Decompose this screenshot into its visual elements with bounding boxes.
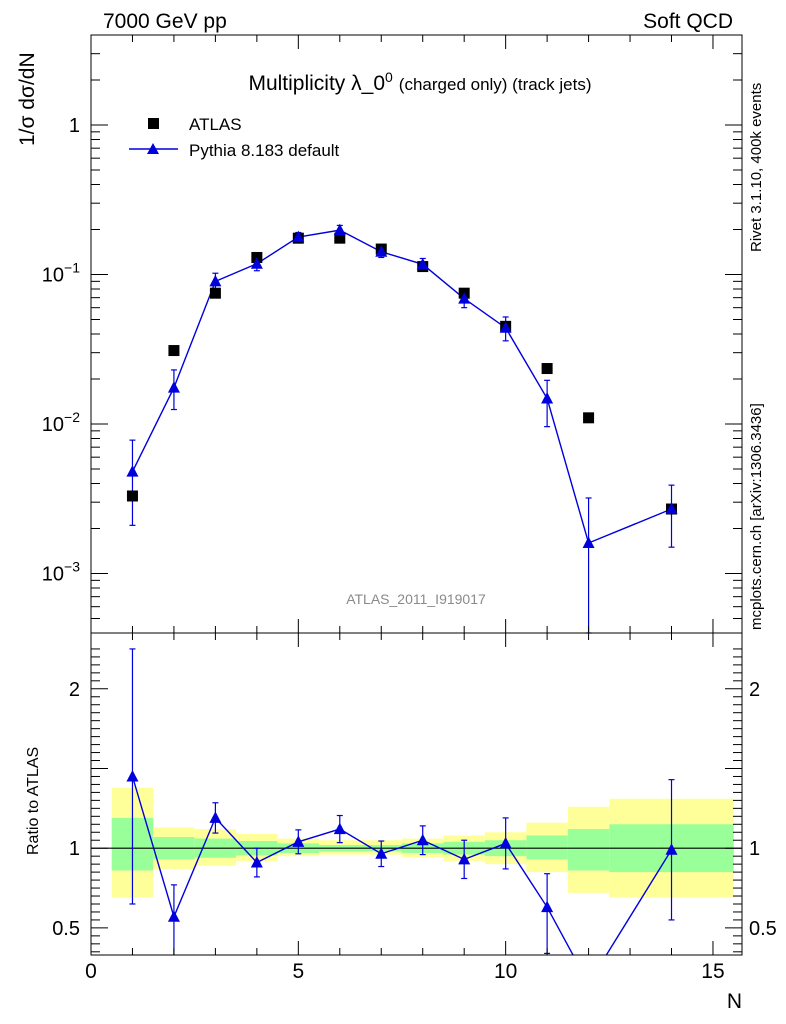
pythia-point	[292, 230, 305, 243]
ratio-point	[250, 856, 263, 868]
main-y-tick-label: 10−3	[42, 559, 80, 586]
x-tick-label: 5	[292, 960, 304, 983]
pythia-point	[665, 502, 678, 515]
pythia-point	[333, 223, 346, 236]
legend-label-atlas: ATLAS	[189, 115, 242, 134]
ratio-point	[209, 811, 222, 823]
ratio-point	[416, 833, 429, 846]
atlas-point	[334, 232, 346, 244]
main-y-tick-label: 1	[69, 115, 80, 137]
pythia-point	[541, 392, 554, 404]
ratio-y-tick-label: 0.5	[52, 918, 80, 940]
atlas-point	[209, 287, 221, 299]
main-y-axis-label: 1/σ dσ/dN	[16, 52, 39, 146]
ratio-point	[126, 769, 139, 782]
main-plot-area	[126, 223, 678, 634]
pythia-point	[582, 536, 595, 548]
uncertainty-band-inner	[567, 829, 610, 871]
main-title-text: Multiplicity λ_0	[248, 72, 385, 95]
atlas-point	[168, 345, 180, 357]
x-tick-label: 0	[85, 960, 97, 983]
uncertainty-band-inner	[526, 835, 568, 860]
ratio-point	[499, 836, 512, 849]
ratio-y-tick-label-right: 0.5	[749, 918, 777, 940]
main-y-tick-label: 10−2	[42, 409, 80, 436]
pythia-point	[499, 321, 512, 333]
main-axes: 10−3 10−2 10−1 1	[42, 34, 742, 634]
legend-marker-atlas	[148, 118, 159, 129]
ratio-panel: 0 5 10 15 0.5 0.5 1 1 2 2 Ratio to ATLAS N	[25, 632, 777, 1013]
atlas-point	[583, 412, 595, 424]
watermark: ATLAS_2011_I919017	[346, 591, 486, 607]
pythia-point	[458, 292, 471, 304]
ratio-plot-area	[91, 648, 742, 955]
mcplots-label: mcplots.cern.ch [arXiv:1306.3436]	[748, 403, 765, 630]
ratio-point	[375, 847, 388, 859]
main-title: Multiplicity λ_00 (charged only) (track j…	[248, 69, 591, 95]
pythia-point	[375, 245, 388, 257]
ratio-point	[541, 900, 554, 913]
x-tick-label: 15	[701, 960, 724, 983]
ratio-point	[665, 843, 678, 855]
ratio-point	[458, 852, 471, 865]
ratio-axes: 0 5 10 15 0.5 0.5 1 1 2 2	[52, 633, 777, 983]
pythia-point	[250, 257, 263, 269]
atlas-point	[541, 363, 553, 375]
main-panel: 10−3 10−2 10−1 1 Multiplicity λ_00 (charged …	[16, 34, 743, 634]
pythia-point	[416, 257, 429, 270]
pythia-point	[209, 274, 222, 287]
ratio-y-tick-label: 1	[69, 838, 80, 860]
rivet-label: Rivet 3.1.10, 400k events	[748, 83, 765, 252]
pythia-point	[126, 465, 139, 477]
main-title-superscript: 0	[385, 69, 393, 85]
main-y-tick-label: 10−1	[42, 260, 80, 287]
ratio-y-tick-label: 2	[69, 679, 80, 701]
process-label: Soft QCD	[643, 10, 733, 33]
x-tick-label: 10	[494, 960, 517, 983]
legend-label-pythia: Pythia 8.183 default	[189, 141, 340, 160]
main-title-suffix: (charged only) (track jets)	[399, 75, 592, 94]
pythia-point	[167, 381, 180, 393]
ratio-series-group	[126, 648, 678, 955]
legend: ATLAS Pythia 8.183 default	[129, 115, 340, 160]
beam-energy-label: 7000 GeV pp	[103, 10, 227, 33]
ratio-y-tick-label-right: 2	[749, 679, 760, 701]
ratio-frame	[90, 632, 743, 956]
x-axis-label: N	[727, 990, 742, 1013]
ratio-point	[167, 910, 180, 922]
pythia-line	[131, 229, 672, 544]
ratio-y-tick-label-right: 1	[749, 838, 760, 860]
atlas-point	[126, 490, 138, 502]
ratio-point	[333, 822, 346, 835]
legend-marker-pythia	[147, 143, 159, 154]
ratio-y-axis-label: Ratio to ATLAS	[25, 747, 42, 855]
ratio-point	[292, 835, 305, 847]
